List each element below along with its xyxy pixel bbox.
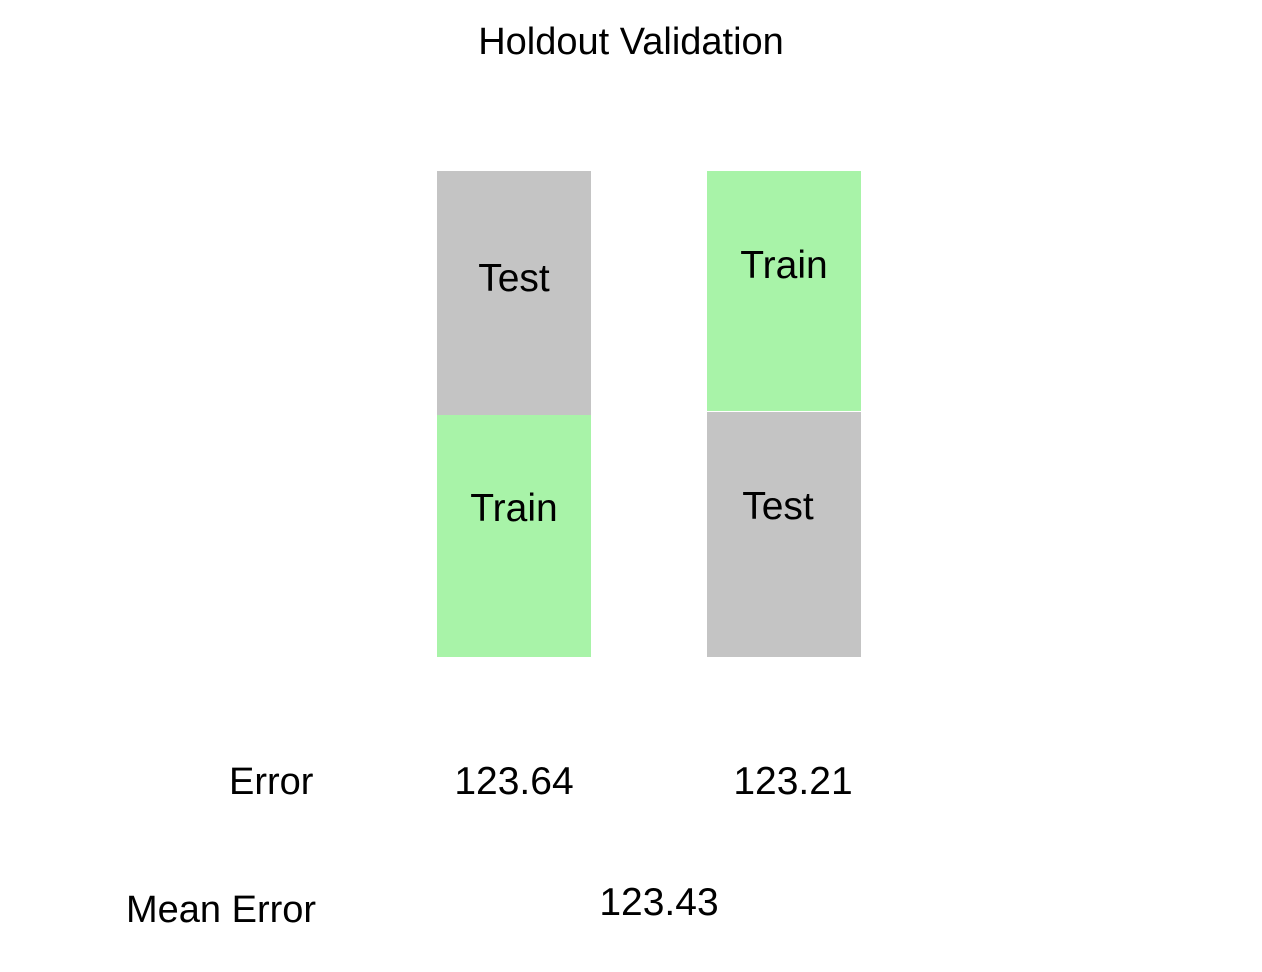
fold-2-block-top: Train bbox=[707, 171, 861, 411]
fold-1-block-bottom-label: Train bbox=[470, 487, 558, 530]
fold-1-block-top: Test bbox=[437, 171, 591, 415]
fold-1-block-bottom: Train bbox=[437, 415, 591, 657]
fold-2-block-top-label: Train bbox=[740, 244, 828, 287]
fold-1-error-value: 123.64 bbox=[454, 760, 574, 803]
mean-error-value: 123.43 bbox=[599, 881, 719, 924]
fold-1-block-top-label: Test bbox=[478, 257, 550, 300]
diagram-title: Holdout Validation bbox=[478, 21, 784, 63]
fold-1-column: Test Train bbox=[437, 171, 591, 657]
fold-2-block-bottom: Test bbox=[707, 412, 861, 657]
fold-2-column: Train Test bbox=[707, 171, 861, 657]
mean-error-row-label: Mean Error bbox=[126, 889, 317, 931]
fold-2-block-bottom-label: Test bbox=[742, 485, 814, 528]
error-row-label: Error bbox=[229, 761, 314, 803]
fold-2-error-value: 123.21 bbox=[733, 760, 853, 803]
